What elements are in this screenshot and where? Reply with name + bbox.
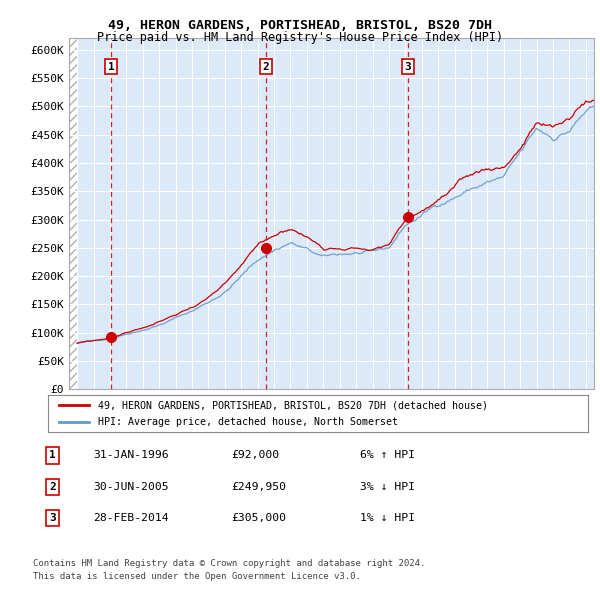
Text: £92,000: £92,000 bbox=[231, 451, 279, 460]
Text: £305,000: £305,000 bbox=[231, 513, 286, 523]
Text: 3% ↓ HPI: 3% ↓ HPI bbox=[360, 482, 415, 491]
Text: 1% ↓ HPI: 1% ↓ HPI bbox=[360, 513, 415, 523]
Bar bbox=[69, 38, 77, 389]
Text: 49, HERON GARDENS, PORTISHEAD, BRISTOL, BS20 7DH: 49, HERON GARDENS, PORTISHEAD, BRISTOL, … bbox=[108, 19, 492, 32]
Text: 28-FEB-2014: 28-FEB-2014 bbox=[93, 513, 169, 523]
Text: Price paid vs. HM Land Registry's House Price Index (HPI): Price paid vs. HM Land Registry's House … bbox=[97, 31, 503, 44]
Text: 3: 3 bbox=[405, 62, 412, 71]
Text: 2: 2 bbox=[49, 482, 56, 491]
Text: 49, HERON GARDENS, PORTISHEAD, BRISTOL, BS20 7DH (detached house): 49, HERON GARDENS, PORTISHEAD, BRISTOL, … bbox=[98, 400, 488, 410]
Text: HPI: Average price, detached house, North Somerset: HPI: Average price, detached house, Nort… bbox=[98, 417, 398, 427]
Text: 1: 1 bbox=[108, 62, 115, 71]
Text: 2: 2 bbox=[263, 62, 269, 71]
Text: 30-JUN-2005: 30-JUN-2005 bbox=[93, 482, 169, 491]
Text: £249,950: £249,950 bbox=[231, 482, 286, 491]
Text: This data is licensed under the Open Government Licence v3.0.: This data is licensed under the Open Gov… bbox=[33, 572, 361, 581]
Text: 3: 3 bbox=[49, 513, 56, 523]
Text: 31-JAN-1996: 31-JAN-1996 bbox=[93, 451, 169, 460]
Text: 1: 1 bbox=[49, 451, 56, 460]
Text: 6% ↑ HPI: 6% ↑ HPI bbox=[360, 451, 415, 460]
Text: Contains HM Land Registry data © Crown copyright and database right 2024.: Contains HM Land Registry data © Crown c… bbox=[33, 559, 425, 568]
